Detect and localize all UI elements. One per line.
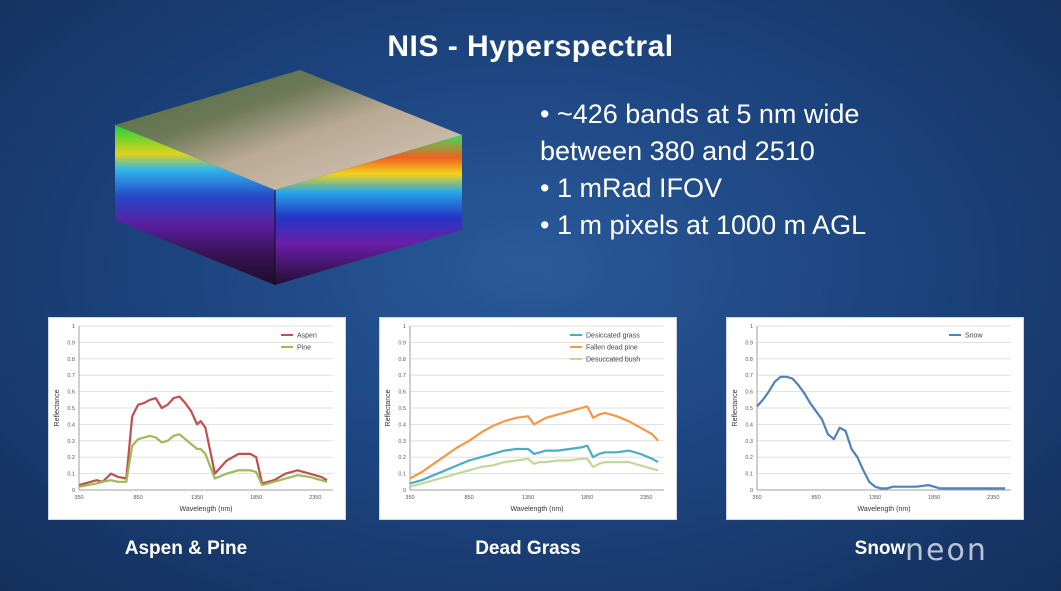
caption-aspen-pine: Aspen & Pine <box>124 538 248 559</box>
x-tick-label: 2350 <box>987 495 999 501</box>
x-axis-label: Wavelength (nm) <box>510 506 563 513</box>
legend-label: Desiccated grass <box>586 333 640 340</box>
chart-panel-dead-grass: 0 0.1 0.2 0.3 0.4 0.5 0.6 0.7 0.8 0.9 1 350 850 1350 1… <box>379 317 677 520</box>
hyperspectral-cube-icon <box>115 70 462 285</box>
y-tick-label: 0.5 <box>398 406 406 412</box>
y-tick-label: 1 <box>403 324 406 330</box>
y-axis-label: Reflectance <box>385 389 392 426</box>
y-tick-label: 0 <box>750 488 753 494</box>
y-tick-label: 0.4 <box>67 422 75 428</box>
y-tick-label: 1 <box>750 324 753 330</box>
y-tick-label: 0.3 <box>745 439 753 445</box>
y-tick-label: 0.6 <box>745 390 753 396</box>
bullet-pixels: • 1 m pixels at 1000 m AGL <box>540 210 867 240</box>
y-tick-label: 0.6 <box>398 390 406 396</box>
y-tick-label: 0.2 <box>398 455 406 461</box>
y-tick-label: 0.7 <box>67 373 75 379</box>
y-tick-label: 0.5 <box>67 406 75 412</box>
y-axis-label: Reflectance <box>732 389 739 426</box>
x-tick-label: 350 <box>405 495 414 501</box>
y-tick-label: 0.3 <box>398 439 406 445</box>
series-line-fallen-dead-pine <box>409 405 659 480</box>
y-tick-label: 0.3 <box>67 439 75 445</box>
x-tick-label: 1350 <box>522 495 534 501</box>
bullet-bands: • ~426 bands at 5 nm wide <box>540 99 860 129</box>
x-tick-label: 850 <box>133 495 142 501</box>
legend-label: Aspen <box>297 333 317 340</box>
bullet-range: between 380 and 2510 <box>540 136 815 166</box>
series-line-desiccated-grass <box>409 444 659 485</box>
y-tick-label: 0.7 <box>398 373 406 379</box>
y-tick-label: 0.9 <box>398 340 406 346</box>
bullet-ifov: • 1 mRad IFOV <box>540 173 722 203</box>
y-tick-label: 0.2 <box>745 455 753 461</box>
chart-panel-snow: 0 0.1 0.2 0.3 0.4 0.5 0.6 0.7 0.8 0.9 1 350 850 1350 1… <box>726 317 1024 520</box>
x-tick-label: 1850 <box>928 495 940 501</box>
y-tick-label: 0.4 <box>745 422 753 428</box>
x-tick-label: 1350 <box>869 495 881 501</box>
y-tick-label: 0.8 <box>745 357 753 363</box>
x-tick-label: 2350 <box>309 495 321 501</box>
y-tick-label: 0.6 <box>67 390 75 396</box>
y-tick-label: 0.1 <box>398 472 406 478</box>
caption-dead-grass: Dead Grass <box>475 538 581 559</box>
x-tick-label: 2350 <box>640 495 652 501</box>
slide-title: NIS - Hyperspectral <box>387 30 674 63</box>
y-axis-label: Reflectance <box>54 389 61 426</box>
y-tick-label: 0.4 <box>398 422 406 428</box>
x-tick-label: 1850 <box>250 495 262 501</box>
y-tick-label: 0.8 <box>398 357 406 363</box>
y-tick-label: 0.9 <box>67 340 75 346</box>
x-tick-label: 1350 <box>191 495 203 501</box>
chart-panel-aspen-pine: 0 0.1 0.2 0.3 0.4 0.5 0.6 0.7 0.8 0.9 1 350 850 1350 1… <box>48 317 346 520</box>
x-tick-label: 850 <box>464 495 473 501</box>
x-tick-label: 850 <box>811 495 820 501</box>
legend-label: Snow <box>965 333 983 340</box>
series-line-snow <box>756 375 1006 490</box>
x-axis-label: Wavelength (nm) <box>857 506 910 513</box>
y-tick-label: 0.9 <box>745 340 753 346</box>
legend-label: Fallen dead pine <box>586 345 638 352</box>
series-line-pine <box>78 433 328 488</box>
y-tick-label: 0.5 <box>745 406 753 412</box>
legend-label: Desuccated bush <box>586 357 640 364</box>
y-tick-label: 1 <box>72 324 75 330</box>
neon-logo: neon <box>905 533 988 568</box>
y-tick-label: 0.1 <box>745 472 753 478</box>
y-tick-label: 0.2 <box>67 455 75 461</box>
series-line-desuccated-bush <box>409 457 659 488</box>
x-tick-label: 350 <box>752 495 761 501</box>
x-tick-label: 350 <box>74 495 83 501</box>
y-tick-label: 0.1 <box>67 472 75 478</box>
y-tick-label: 0 <box>403 488 406 494</box>
caption-snow: Snow <box>854 538 906 559</box>
bullet-list: • ~426 bands at 5 nm wide between 380 an… <box>540 96 866 244</box>
y-tick-label: 0 <box>72 488 75 494</box>
x-axis-label: Wavelength (nm) <box>179 506 232 513</box>
x-tick-label: 1850 <box>581 495 593 501</box>
legend-label: Pine <box>297 345 311 352</box>
y-tick-label: 0.8 <box>67 357 75 363</box>
y-tick-label: 0.7 <box>745 373 753 379</box>
series-line-aspen <box>78 395 328 487</box>
